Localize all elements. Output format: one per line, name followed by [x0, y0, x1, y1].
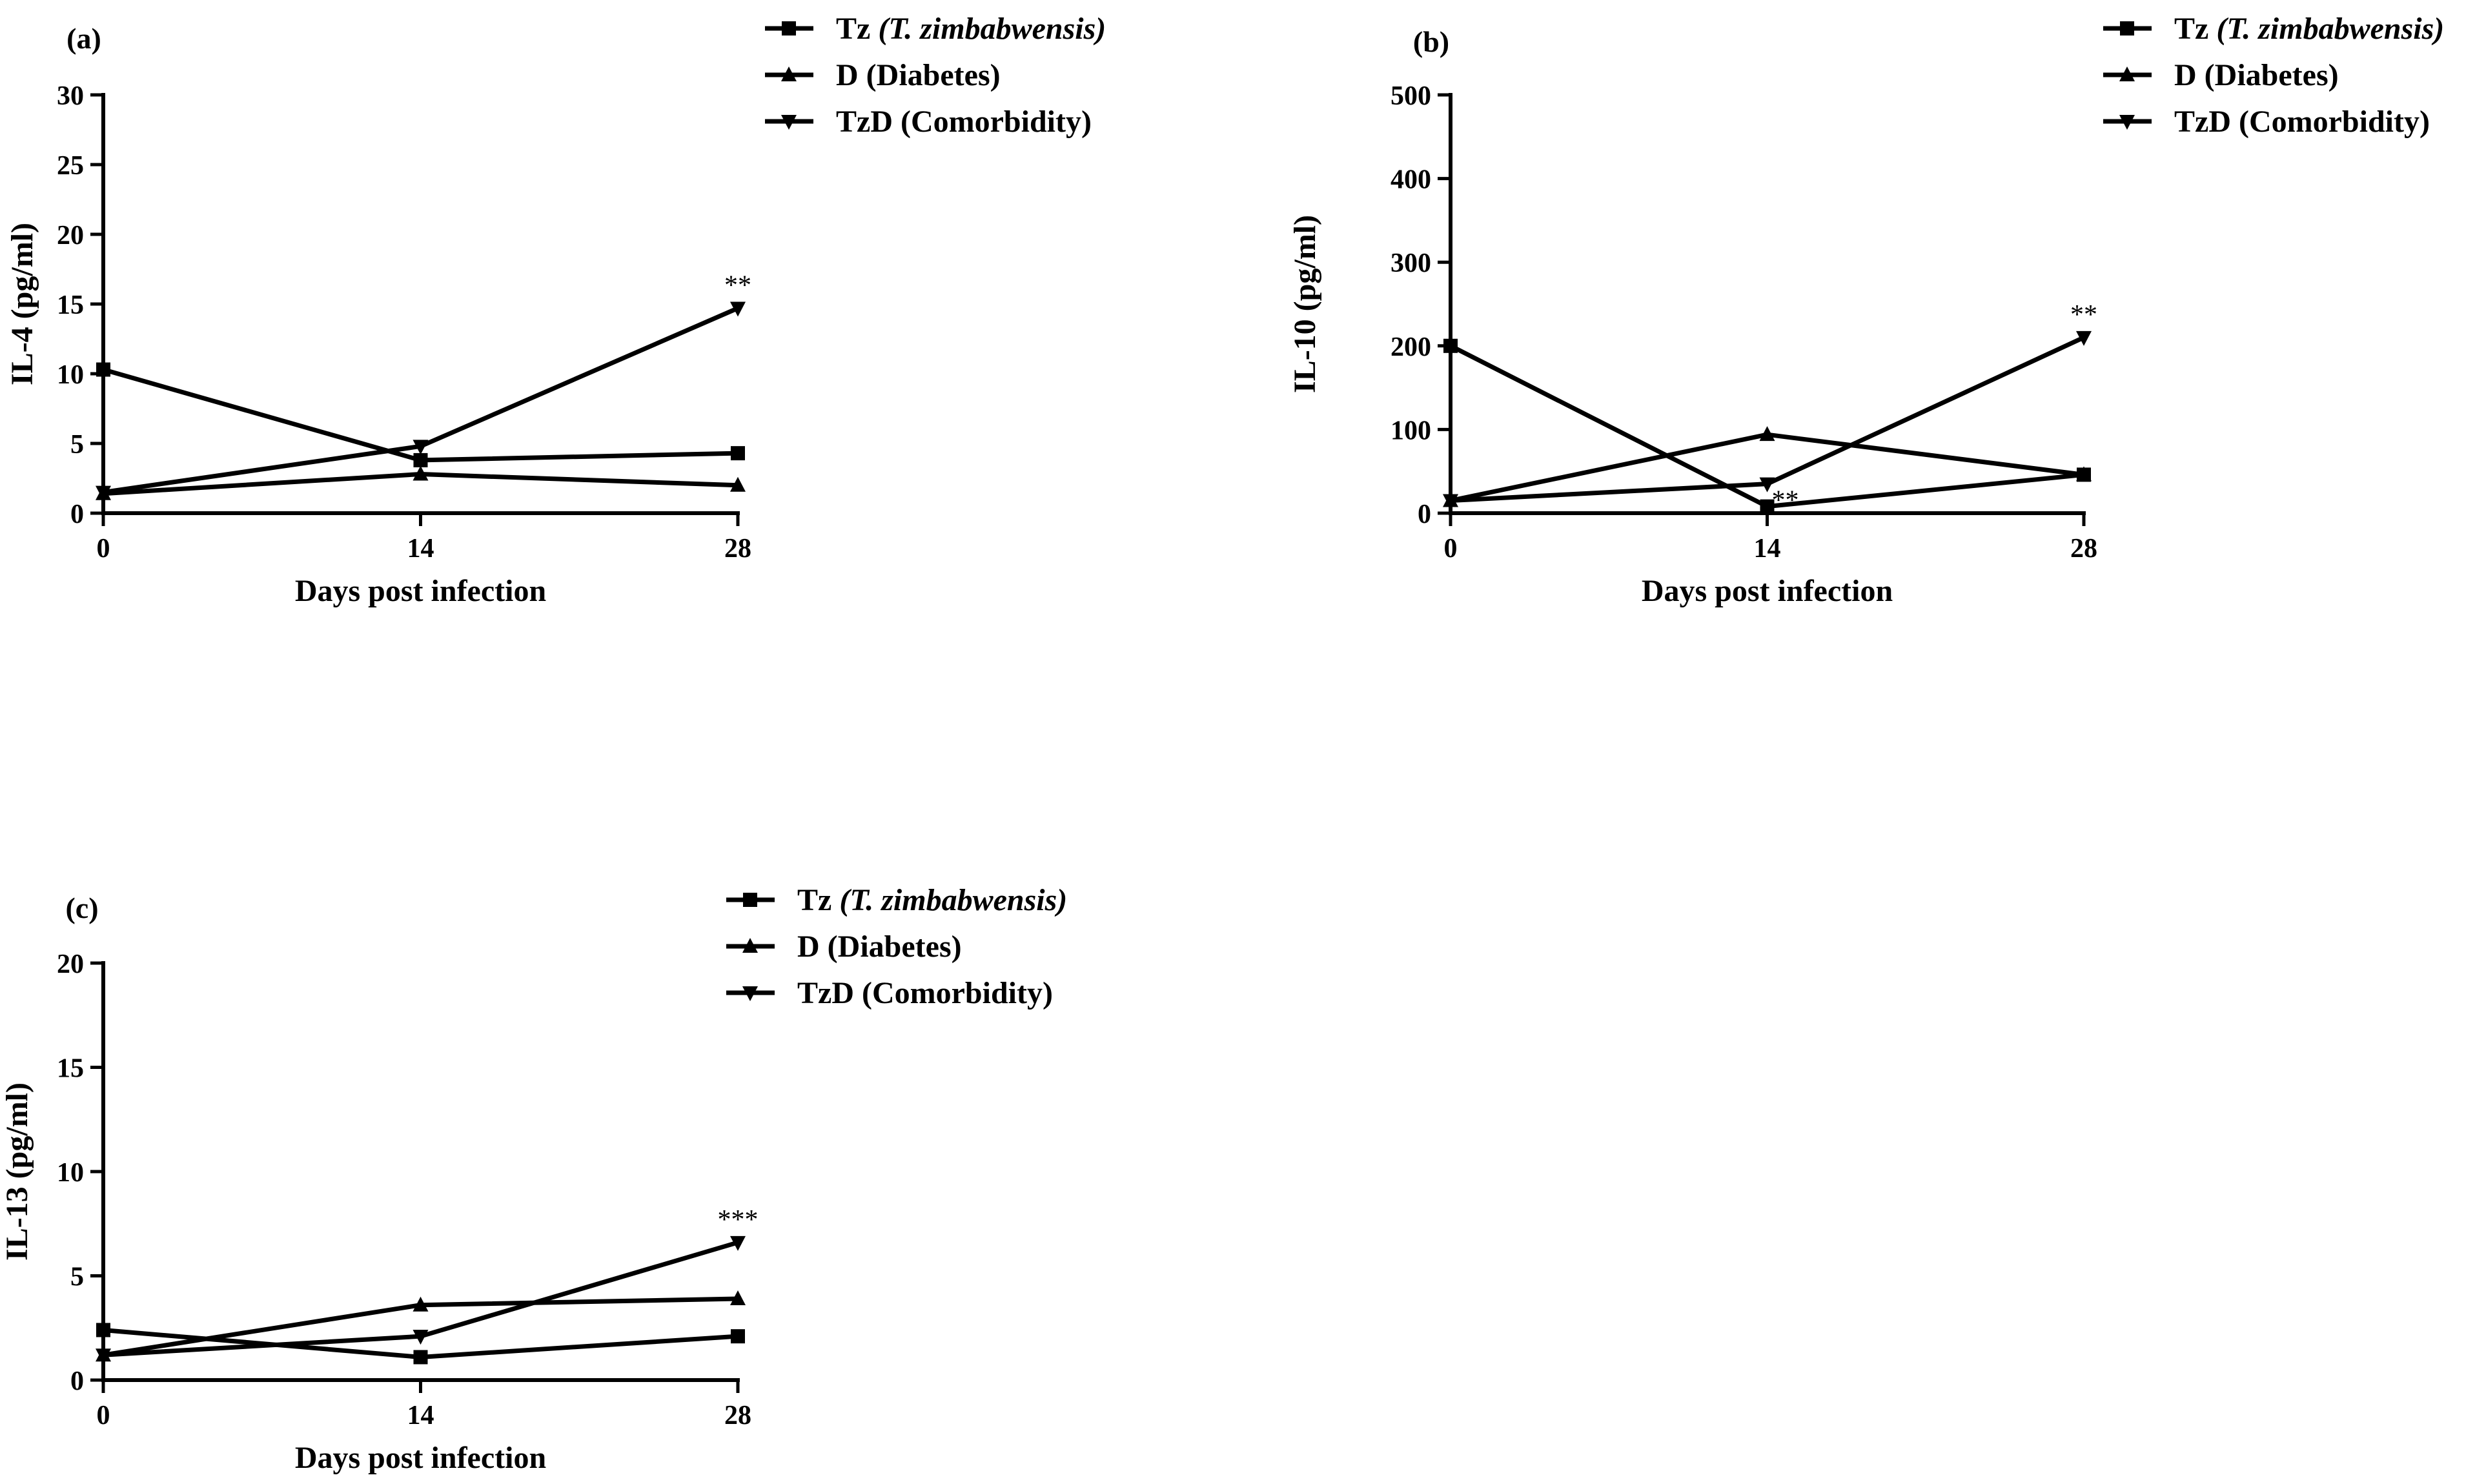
legend-marker-tz [782, 21, 796, 36]
legend-marker-tzd [2119, 115, 2135, 130]
chart-panel-1: (a) 0 5 10 15 20 25 30 0 14 28 Days post infection I… [5, 12, 1106, 608]
series-line-tzd [1450, 335, 2085, 503]
y-tick-label: 300 [1391, 249, 1431, 278]
legend-species: (T. zimbabwensis) [878, 12, 1106, 46]
x-tick-label: 14 [1754, 534, 1781, 564]
legend-marker-tz [2120, 21, 2134, 36]
legend-name: D (Diabetes) [2174, 58, 2339, 92]
significance-label: ** [724, 270, 751, 300]
data-point-tzd [96, 485, 111, 501]
x-tick-label: 28 [724, 534, 751, 564]
chart-panel-2: (b) 0 100 200 300 400 500 0 14 28 Days post infect… [1288, 12, 2444, 608]
x-axis-title: Days post infection [295, 574, 546, 608]
legend-marker-d [2119, 66, 2135, 81]
y-tick-label: 15 [57, 1054, 84, 1084]
y-tick-label: 400 [1391, 165, 1431, 195]
data-point-tzd [1759, 477, 1775, 493]
data-point-d [2076, 466, 2092, 482]
data-point-tzd [96, 1348, 111, 1364]
legend-marker-d [781, 66, 797, 81]
x-tick-label: 0 [97, 534, 110, 564]
significance-label: ** [1772, 486, 1799, 516]
legend-marker-tzd [742, 986, 758, 1001]
data-point-tzd [1443, 494, 1458, 509]
legend-label-tz: Tz (T. zimbabwensis) [797, 883, 1067, 917]
y-axis-title: IL-10 (pg/ml) [1288, 215, 1322, 393]
y-tick-label: 500 [1391, 81, 1431, 111]
legend-label-tzd: TzD (Comorbidity) [2174, 105, 2430, 139]
y-tick-label: 100 [1391, 416, 1431, 445]
y-axis-title: IL-13 (pg/ml) [0, 1083, 34, 1261]
y-tick-label: 0 [70, 500, 84, 529]
panel-label: (b) [1413, 25, 1449, 58]
data-point-tz [731, 1329, 745, 1344]
legend-label-tz: Tz (T. zimbabwensis) [836, 12, 1106, 46]
legend-name: TzD (Comorbidity) [2174, 105, 2430, 139]
x-axis-title: Days post infection [295, 1441, 546, 1475]
y-tick-label: 25 [57, 151, 84, 181]
y-tick-label: 10 [57, 360, 84, 390]
legend-label-d: D (Diabetes) [836, 58, 1001, 92]
data-point-tz [96, 362, 110, 377]
panel-label: (c) [65, 891, 98, 924]
legend-name: TzD (Comorbidity) [797, 976, 1053, 1010]
significance-label: *** [718, 1205, 759, 1235]
data-point-tzd [730, 301, 746, 317]
y-tick-label: 20 [57, 950, 84, 979]
y-tick-label: 200 [1391, 332, 1431, 362]
x-axis-title: Days post infection [1642, 574, 1893, 608]
data-point-tz [413, 1350, 428, 1365]
legend-label-d: D (Diabetes) [797, 930, 962, 964]
data-point-tz [413, 452, 428, 467]
data-point-tzd [730, 1235, 746, 1251]
legend-marker-tzd [781, 115, 797, 130]
y-tick-label: 5 [70, 430, 84, 460]
legend-label-tzd: TzD (Comorbidity) [836, 105, 1092, 139]
data-point-tzd [413, 1330, 429, 1345]
data-point-d [413, 1296, 429, 1312]
y-tick-label: 10 [57, 1158, 84, 1188]
legend-label-d: D (Diabetes) [2174, 58, 2339, 92]
significance-label: ** [2070, 300, 2097, 330]
y-axis-title: IL-4 (pg/ml) [5, 223, 39, 385]
x-tick-label: 28 [724, 1401, 751, 1430]
x-tick-label: 28 [2070, 534, 2097, 564]
legend-species: (T. zimbabwensis) [2216, 12, 2444, 46]
y-tick-label: 0 [1418, 500, 1431, 529]
legend-name: Tz [797, 883, 831, 917]
y-tick-label: 5 [70, 1263, 84, 1292]
x-tick-label: 0 [97, 1401, 110, 1430]
data-point-tzd [2076, 330, 2092, 346]
y-tick-label: 15 [57, 290, 84, 320]
legend-name: Tz [836, 12, 870, 46]
legend-marker-tz [743, 893, 757, 907]
data-point-tz [1760, 499, 1775, 514]
data-point-tz [1443, 338, 1458, 353]
y-tick-label: 30 [57, 81, 84, 111]
legend-name: TzD (Comorbidity) [836, 105, 1092, 139]
data-point-d [413, 465, 429, 481]
legend-name: Tz [2174, 12, 2208, 46]
x-tick-label: 0 [1444, 534, 1458, 564]
legend-marker-d [742, 938, 758, 953]
legend-name: D (Diabetes) [797, 930, 962, 964]
y-tick-label: 0 [70, 1367, 84, 1396]
x-tick-label: 14 [407, 1401, 434, 1430]
data-point-d [730, 476, 746, 492]
data-point-d [730, 1290, 746, 1306]
chart-panel-3: (c) 0 5 10 15 20 0 14 28 Days post infection IL-13… [0, 883, 1067, 1475]
legend-label-tzd: TzD (Comorbidity) [797, 976, 1053, 1010]
panel-label: (a) [66, 22, 101, 55]
legend-name: D (Diabetes) [836, 58, 1001, 92]
legend-species: (T. zimbabwensis) [839, 883, 1067, 917]
data-point-tz [96, 1323, 110, 1337]
y-tick-label: 20 [57, 221, 84, 250]
data-point-tz [731, 446, 745, 461]
data-point-tzd [413, 440, 429, 455]
x-tick-label: 14 [407, 534, 434, 564]
legend-label-tz: Tz (T. zimbabwensis) [2174, 12, 2444, 46]
data-point-d [1759, 426, 1775, 442]
